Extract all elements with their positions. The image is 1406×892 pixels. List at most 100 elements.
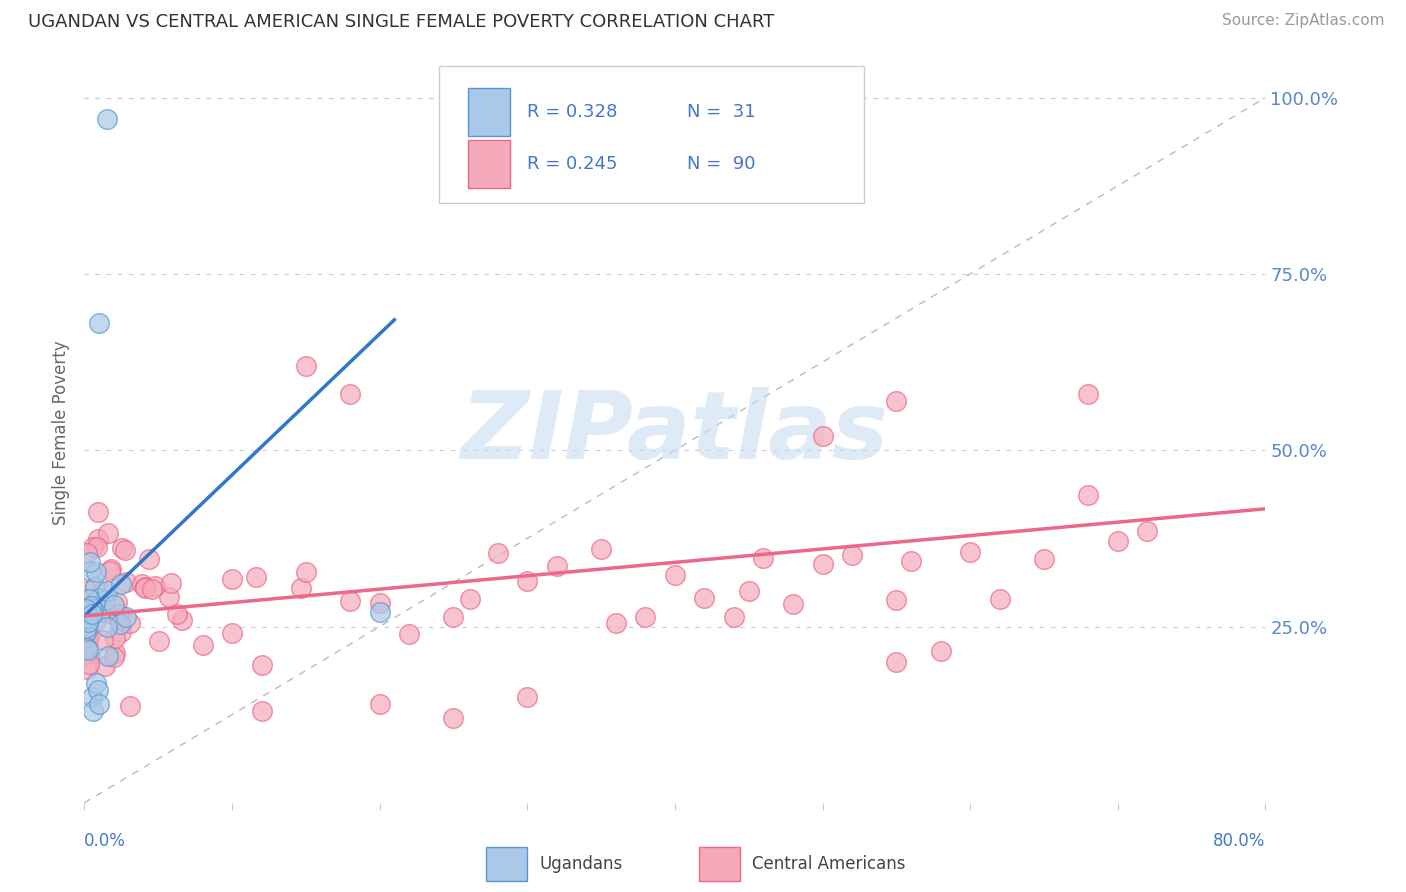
Point	[87, 697, 111, 711]
Point	[295, 565, 318, 579]
Point	[84, 565, 107, 579]
Point	[988, 591, 1011, 606]
Text: 80.0%: 80.0%	[1213, 832, 1265, 850]
Point	[752, 550, 775, 565]
Point	[664, 567, 686, 582]
FancyBboxPatch shape	[439, 66, 863, 203]
Point	[105, 594, 128, 608]
Point	[134, 580, 156, 594]
Point	[76, 661, 98, 675]
Point	[118, 615, 141, 630]
Point	[166, 607, 188, 621]
Point	[77, 630, 100, 644]
Point	[138, 552, 160, 566]
Point	[96, 112, 118, 126]
Point	[76, 612, 98, 626]
FancyBboxPatch shape	[468, 140, 509, 188]
Point	[290, 581, 312, 595]
Point	[134, 581, 156, 595]
Point	[80, 597, 103, 611]
Point	[723, 609, 745, 624]
Point	[84, 580, 107, 594]
Point	[170, 613, 193, 627]
Point	[191, 638, 214, 652]
Point	[80, 690, 103, 704]
Point	[1107, 533, 1129, 548]
Point	[75, 624, 97, 639]
Point	[1033, 551, 1056, 566]
Text: R = 0.328: R = 0.328	[527, 103, 617, 121]
Text: N =  90: N = 90	[686, 155, 755, 173]
Point	[108, 616, 131, 631]
Point	[148, 633, 170, 648]
Point	[86, 505, 108, 519]
Point	[84, 615, 107, 630]
Text: N =  31: N = 31	[686, 103, 755, 121]
Point	[91, 585, 114, 599]
Point	[82, 602, 104, 616]
Point	[368, 596, 391, 610]
Point	[82, 704, 104, 718]
FancyBboxPatch shape	[486, 847, 527, 880]
Text: Source: ZipAtlas.com: Source: ZipAtlas.com	[1222, 13, 1385, 29]
Point	[368, 697, 391, 711]
Point	[782, 597, 804, 611]
Point	[79, 564, 101, 578]
Point	[811, 429, 834, 443]
Point	[900, 554, 922, 568]
Point	[87, 316, 111, 330]
Point	[75, 621, 97, 635]
Point	[368, 606, 391, 620]
Point	[108, 612, 131, 626]
Point	[110, 625, 132, 640]
Point	[100, 562, 122, 576]
Point	[75, 601, 97, 615]
Point	[97, 648, 120, 663]
Point	[84, 595, 107, 609]
Point	[841, 548, 863, 562]
Point	[811, 557, 834, 571]
Point	[89, 605, 111, 619]
Point	[103, 649, 125, 664]
Point	[104, 646, 127, 660]
Point	[76, 641, 98, 656]
Point	[75, 606, 97, 620]
Point	[94, 593, 117, 607]
Point	[443, 610, 465, 624]
Point	[101, 607, 124, 622]
Point	[886, 393, 908, 408]
Point	[103, 599, 125, 613]
Point	[86, 540, 108, 554]
Point	[82, 599, 104, 614]
Point	[115, 575, 138, 590]
Point	[75, 606, 97, 620]
Text: Ugandans: Ugandans	[538, 855, 623, 873]
Point	[96, 584, 118, 599]
Point	[634, 609, 657, 624]
Point	[1077, 488, 1099, 502]
Point	[929, 644, 952, 658]
Point	[591, 541, 613, 556]
Point	[605, 615, 627, 630]
Point	[118, 699, 141, 714]
Point	[80, 599, 103, 613]
Point	[959, 545, 981, 559]
Point	[250, 657, 273, 672]
Point	[114, 609, 136, 624]
Point	[250, 704, 273, 718]
Point	[80, 607, 103, 621]
Point	[108, 607, 131, 621]
Point	[339, 594, 361, 608]
Point	[77, 657, 100, 671]
Point	[76, 630, 98, 644]
Point	[91, 632, 114, 647]
Point	[110, 577, 132, 591]
Point	[141, 582, 163, 596]
Point	[221, 572, 243, 586]
Point	[79, 555, 101, 569]
Point	[94, 658, 117, 673]
Point	[84, 676, 107, 690]
Point	[114, 543, 136, 558]
Point	[76, 584, 98, 599]
Point	[160, 575, 183, 590]
